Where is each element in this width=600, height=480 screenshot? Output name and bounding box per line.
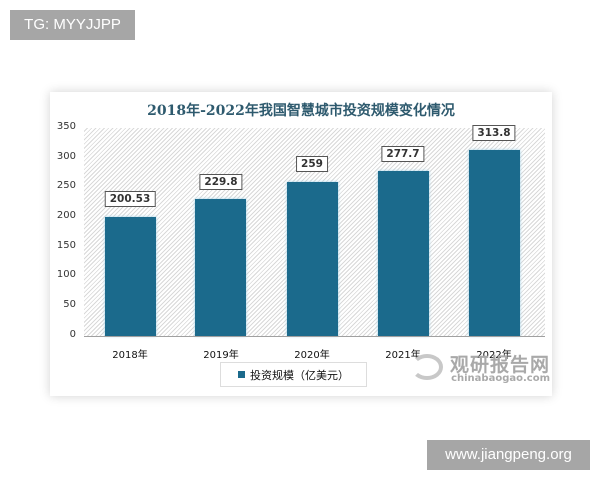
y-tick: 200: [56, 210, 76, 221]
plot-area: 200.53 229.8 259 277.7 313.8: [84, 125, 545, 336]
logo-name: 观研报告网: [449, 354, 550, 376]
y-tick: 100: [56, 269, 76, 280]
x-tick: 2020年: [294, 350, 330, 361]
bar-2021: [378, 171, 429, 336]
bar-2019: [195, 199, 246, 336]
watermark-bottom: www.jiangpeng.org: [427, 440, 590, 470]
x-tick: 2021年: [385, 350, 421, 361]
logo-domain: chinabaogao.com: [451, 373, 550, 384]
value-label: 259: [296, 156, 328, 172]
value-label: 277.7: [381, 146, 425, 162]
chart-card: 2018年-2022年我国智慧城市投资规模变化情况 350 300 250 20…: [50, 92, 552, 396]
x-tick: 2019年: [203, 350, 239, 361]
bar-2018: [105, 217, 156, 336]
x-tick: 2022年: [476, 350, 512, 361]
value-label: 200.53: [104, 191, 156, 207]
x-tick: 2018年: [112, 350, 148, 361]
legend-label: 投资规模（亿美元）: [250, 368, 349, 382]
y-tick: 250: [56, 180, 76, 191]
value-label: 229.8: [199, 174, 243, 190]
bar-2022: [469, 150, 520, 336]
swirl-logo-icon: [411, 354, 443, 380]
value-label: 313.8: [472, 125, 516, 141]
legend: 投资规模（亿美元）: [220, 362, 367, 387]
y-tick: 300: [56, 151, 76, 162]
y-tick: 50: [63, 299, 76, 310]
y-tick: 150: [56, 240, 76, 251]
legend-swatch-icon: [238, 371, 245, 378]
x-axis: [84, 336, 545, 337]
source-logo: 观研报告网 chinabaogao.com: [405, 350, 550, 390]
watermark-top: TG: MYYJJPP: [10, 10, 135, 40]
bar-2020: [287, 182, 338, 336]
y-tick: 350: [56, 121, 76, 132]
chart-title: 2018年-2022年我国智慧城市投资规模变化情况: [147, 103, 455, 119]
y-tick: 0: [69, 329, 76, 340]
